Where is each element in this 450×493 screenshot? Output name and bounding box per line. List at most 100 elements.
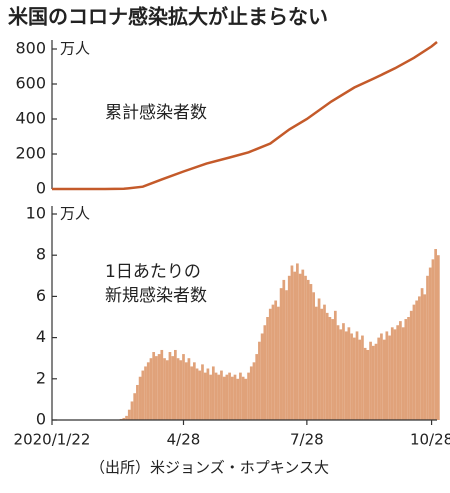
bar bbox=[166, 360, 169, 420]
annotation: 1日あたりの bbox=[105, 262, 201, 282]
bar bbox=[320, 309, 323, 420]
bar bbox=[307, 280, 310, 420]
bar bbox=[207, 369, 210, 421]
bar bbox=[415, 301, 418, 420]
bar bbox=[288, 276, 291, 420]
bar bbox=[282, 280, 285, 420]
bar bbox=[361, 336, 364, 420]
bar bbox=[280, 288, 283, 420]
bar bbox=[242, 377, 245, 420]
bar bbox=[215, 373, 218, 420]
bar bbox=[402, 327, 405, 420]
bar bbox=[323, 305, 326, 420]
bar bbox=[201, 364, 204, 420]
bar bbox=[179, 360, 182, 420]
bar bbox=[247, 373, 250, 420]
bar bbox=[293, 272, 296, 420]
bar bbox=[331, 319, 334, 420]
bar bbox=[133, 393, 136, 420]
bar bbox=[193, 362, 196, 420]
bar bbox=[147, 362, 150, 420]
bar bbox=[169, 352, 172, 420]
bar bbox=[155, 356, 158, 420]
unit-label: 万人 bbox=[60, 205, 90, 223]
bar bbox=[196, 369, 199, 421]
bar bbox=[255, 354, 258, 420]
bar bbox=[329, 317, 332, 420]
bar bbox=[375, 344, 378, 420]
bar bbox=[269, 309, 272, 420]
bar bbox=[158, 354, 161, 420]
bar bbox=[296, 263, 299, 420]
bar bbox=[337, 325, 340, 420]
bar bbox=[261, 333, 264, 420]
bar bbox=[432, 259, 435, 420]
bar bbox=[315, 307, 318, 420]
bar bbox=[423, 294, 426, 420]
bar bbox=[144, 366, 147, 420]
bar bbox=[429, 268, 432, 420]
bar bbox=[239, 373, 242, 420]
bar bbox=[380, 333, 383, 420]
bar bbox=[250, 366, 253, 420]
bar bbox=[396, 325, 399, 420]
bar bbox=[236, 379, 239, 420]
bar bbox=[217, 375, 220, 420]
bar bbox=[377, 338, 380, 420]
y-tick-label: 4 bbox=[36, 327, 46, 346]
bar bbox=[426, 276, 429, 420]
bar bbox=[407, 317, 410, 420]
annotation: 新規感染者数 bbox=[105, 286, 207, 306]
y-tick-label: 2 bbox=[36, 368, 46, 387]
bar bbox=[253, 362, 256, 420]
bar bbox=[394, 329, 397, 420]
y-tick-label: 0 bbox=[36, 410, 46, 429]
bar bbox=[339, 329, 342, 420]
bar bbox=[245, 379, 248, 420]
bar bbox=[274, 301, 277, 420]
bar bbox=[312, 292, 315, 420]
bar bbox=[150, 358, 153, 420]
x-tick-label: 10/28 bbox=[410, 431, 450, 449]
bar bbox=[141, 371, 144, 420]
bar bbox=[136, 385, 139, 420]
bar bbox=[220, 371, 223, 420]
bar bbox=[152, 352, 155, 420]
bar bbox=[326, 313, 329, 420]
bar bbox=[291, 266, 294, 421]
bar bbox=[385, 331, 388, 420]
y-tick-label: 6 bbox=[36, 286, 46, 305]
bar bbox=[171, 356, 174, 420]
bar bbox=[353, 338, 356, 420]
bar bbox=[437, 255, 440, 420]
y-tick-label: 600 bbox=[15, 74, 46, 93]
bar bbox=[182, 354, 185, 420]
bar bbox=[212, 366, 215, 420]
bar bbox=[342, 323, 345, 420]
x-tick-label: 4/28 bbox=[167, 431, 201, 449]
bar bbox=[364, 348, 367, 420]
bar bbox=[410, 311, 413, 420]
x-tick-label: 7/28 bbox=[290, 431, 324, 449]
bar bbox=[310, 284, 313, 420]
bar bbox=[388, 336, 391, 420]
bar bbox=[190, 366, 193, 420]
bar bbox=[301, 270, 304, 420]
bar bbox=[204, 373, 207, 420]
bar bbox=[139, 377, 142, 420]
bar bbox=[160, 350, 163, 420]
bar bbox=[372, 346, 375, 420]
source: （出所）米ジョンズ・ホプキンス大 bbox=[90, 459, 329, 477]
bar bbox=[277, 307, 280, 420]
y-tick-label: 200 bbox=[15, 144, 46, 163]
bar bbox=[418, 296, 421, 420]
bar bbox=[188, 358, 191, 420]
bar bbox=[128, 410, 131, 420]
bar bbox=[185, 362, 188, 420]
bar bbox=[369, 342, 372, 420]
bar bbox=[234, 375, 237, 420]
bar bbox=[209, 375, 212, 420]
bar bbox=[125, 416, 128, 420]
bar bbox=[358, 340, 361, 420]
